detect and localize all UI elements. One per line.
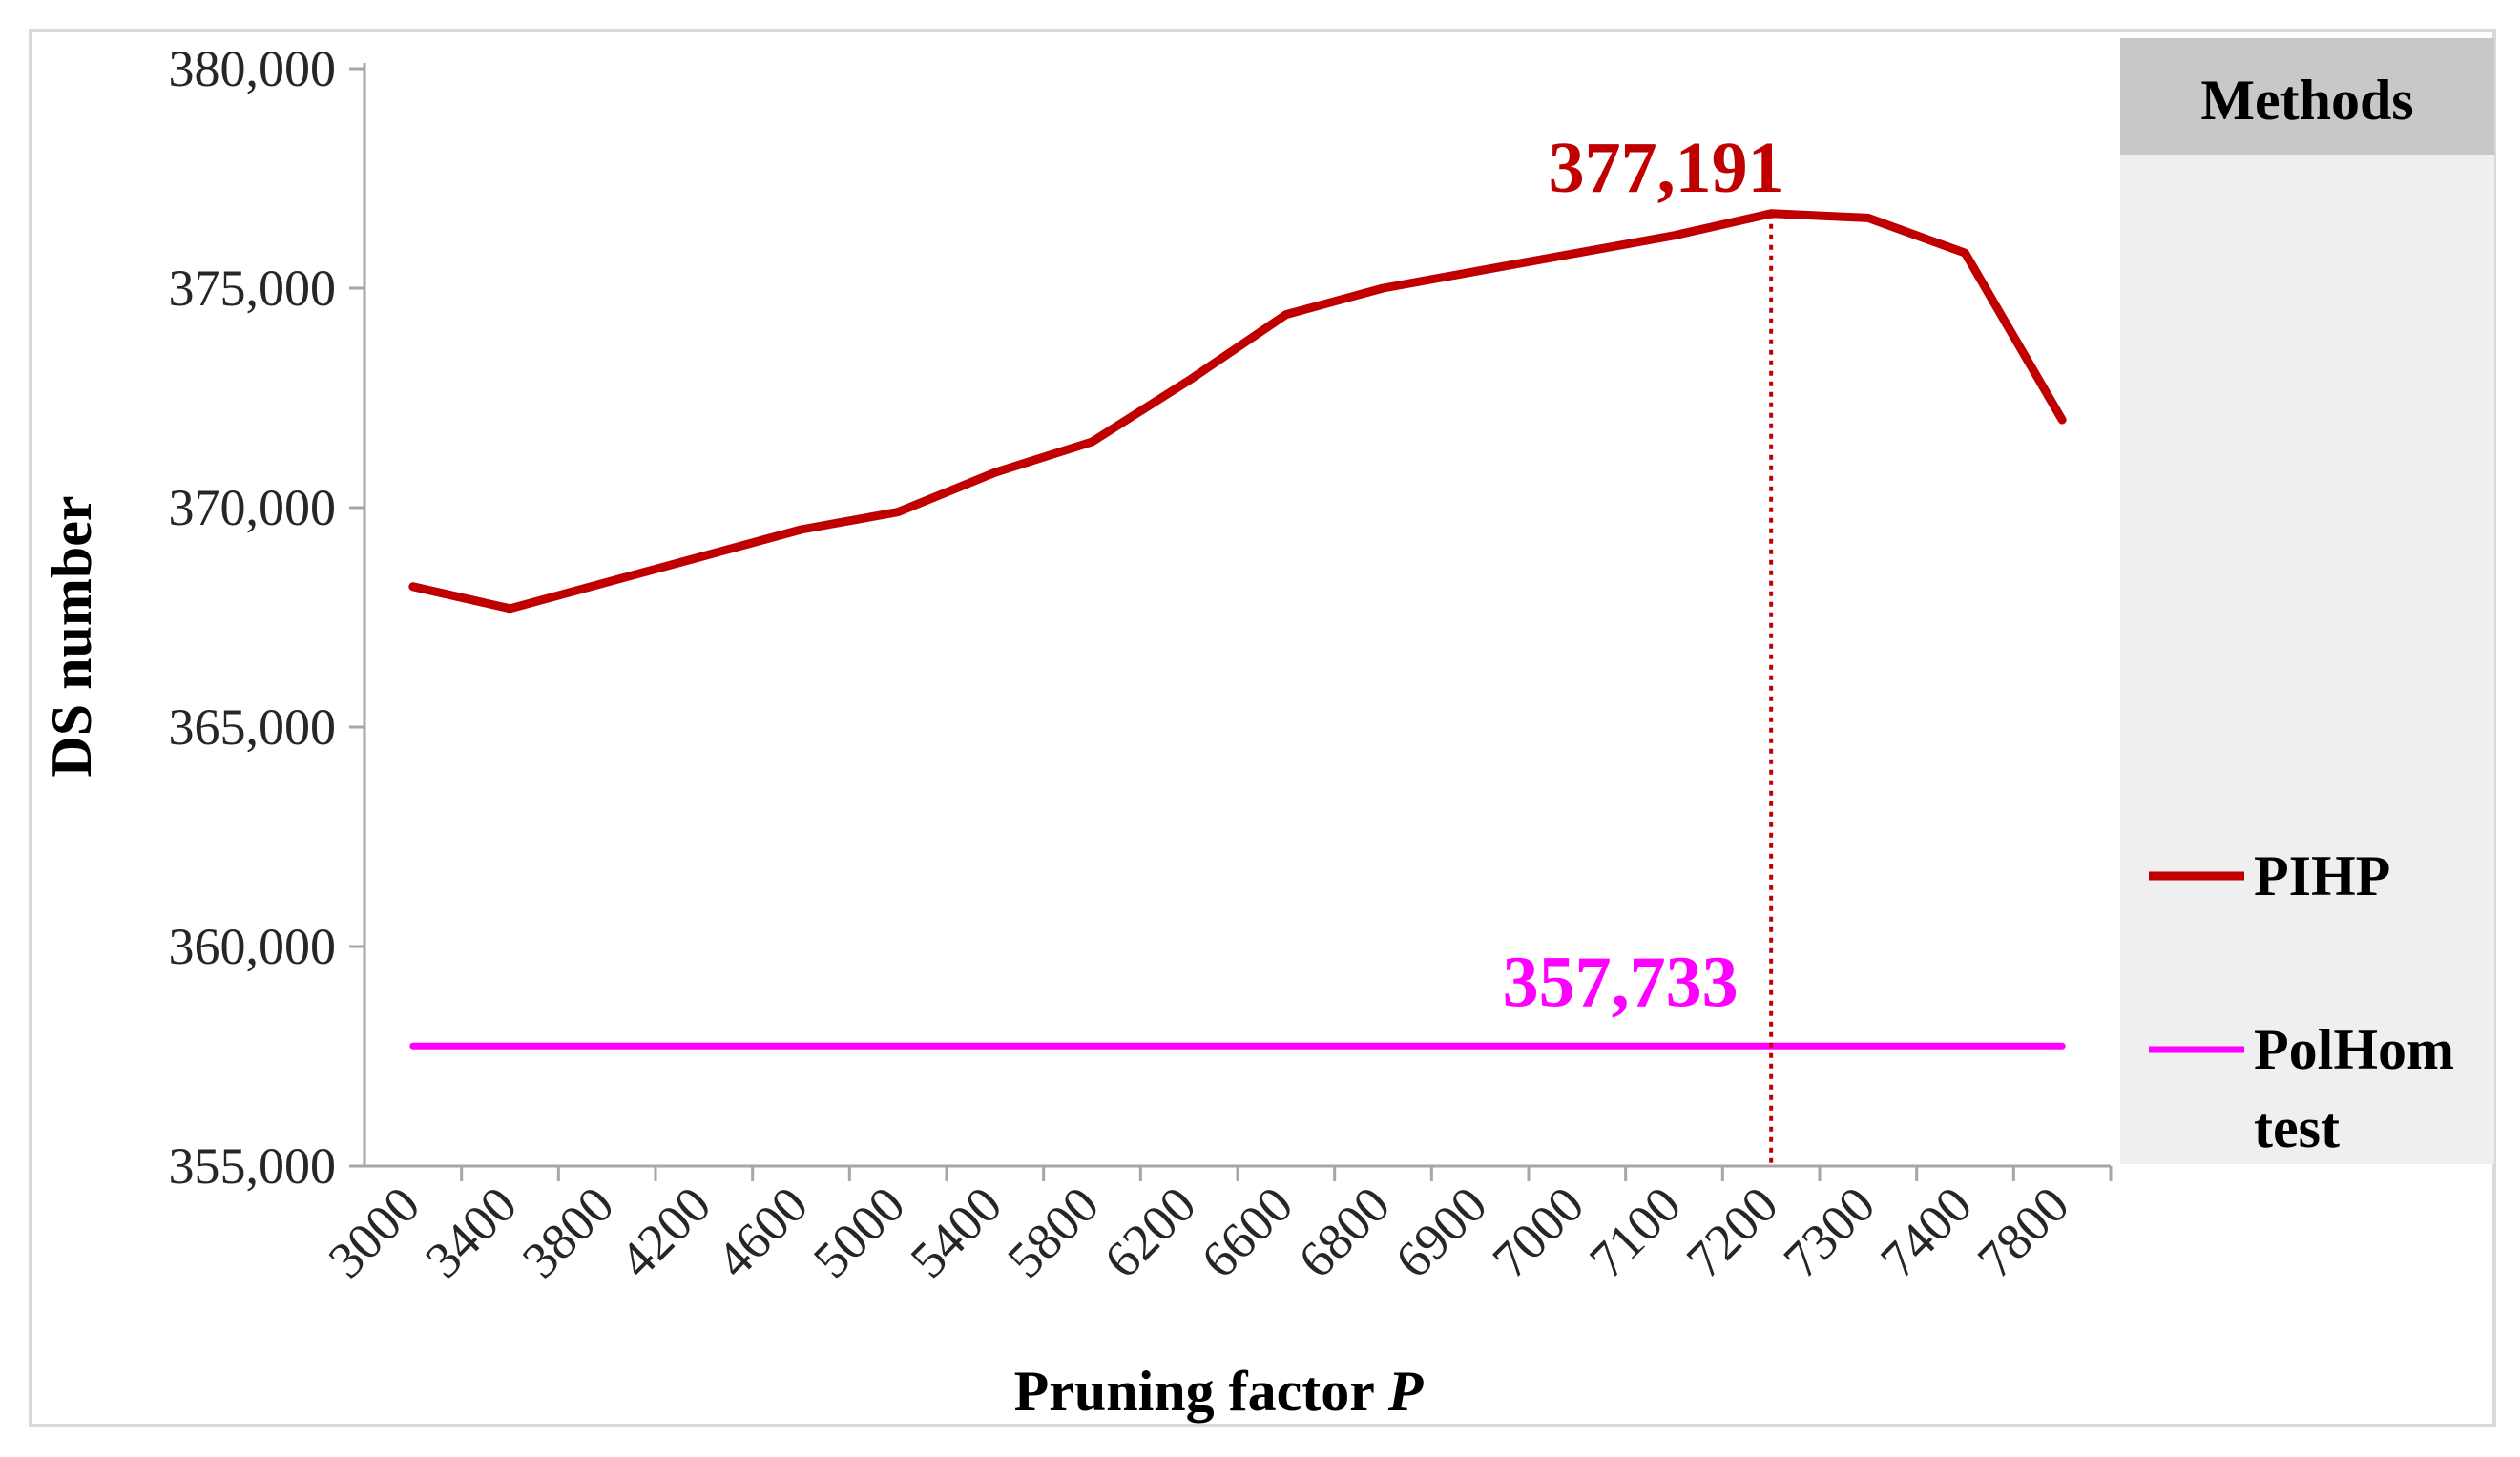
data-point xyxy=(606,1045,608,1047)
series-line-pihp xyxy=(408,209,2067,614)
legend-label: PIHP xyxy=(2254,844,2390,907)
y-tick-label: 365,000 xyxy=(169,698,337,756)
data-point xyxy=(2061,1045,2063,1047)
legend-panel xyxy=(2120,38,2494,1164)
y-tick-label: 370,000 xyxy=(169,479,337,536)
peak-value-label: 377,191 xyxy=(1549,128,1784,208)
data-point xyxy=(994,471,996,473)
data-point xyxy=(801,1045,802,1047)
data-point xyxy=(1285,1045,1287,1047)
data-point xyxy=(1674,1045,1675,1047)
data-point xyxy=(606,581,608,583)
data-point xyxy=(1576,1045,1578,1047)
data-point xyxy=(897,1045,899,1047)
y-tick-label: 380,000 xyxy=(169,40,337,97)
data-point xyxy=(1674,235,1675,237)
data-point xyxy=(412,586,414,588)
legend-title: Methods xyxy=(2200,69,2413,132)
data-point xyxy=(897,511,899,513)
data-point xyxy=(1576,252,1578,254)
data-point xyxy=(1383,1045,1384,1047)
baseline-value-label: 357,733 xyxy=(1503,942,1739,1022)
legend-label: PolHom xyxy=(2254,1018,2454,1081)
legend-body xyxy=(2120,38,2494,1164)
data-point xyxy=(2061,419,2063,421)
legend-header xyxy=(2120,38,2494,155)
legend-label: test xyxy=(2254,1096,2340,1159)
data-point xyxy=(1188,380,1190,382)
data-point xyxy=(1965,1045,1966,1047)
x-axis-title: Pruning factor P xyxy=(1014,1360,1425,1423)
data-point xyxy=(1965,252,1966,254)
data-point xyxy=(412,1045,414,1047)
data-point xyxy=(703,555,705,557)
data-point xyxy=(1092,1045,1093,1047)
y-tick-label: 375,000 xyxy=(169,260,337,317)
data-point xyxy=(1092,441,1093,443)
data-point xyxy=(703,1045,705,1047)
data-point xyxy=(1867,217,1869,219)
data-point xyxy=(1479,1045,1481,1047)
data-point xyxy=(1479,270,1481,272)
data-point xyxy=(1867,1045,1869,1047)
y-axis-title: DS number xyxy=(40,495,103,777)
data-point xyxy=(1285,314,1287,316)
y-tick-label: 360,000 xyxy=(169,918,337,975)
x-axis-title-variable: P xyxy=(1387,1360,1425,1423)
x-axis-title-text: Pruning factor xyxy=(1014,1360,1388,1423)
data-point xyxy=(1383,287,1384,289)
y-tick-label: 355,000 xyxy=(169,1137,337,1195)
data-point xyxy=(994,1045,996,1047)
data-point xyxy=(1188,1045,1190,1047)
data-point xyxy=(801,529,802,531)
chart-frame xyxy=(29,29,2496,1427)
